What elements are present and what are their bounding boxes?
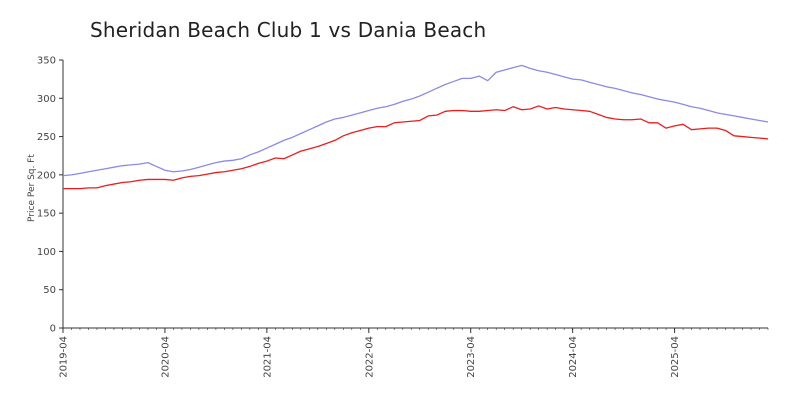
y-tick-label: 200 bbox=[37, 170, 56, 181]
series-line-1 bbox=[62, 64, 769, 177]
y-tick-label: 50 bbox=[43, 285, 56, 296]
y-tick-label: 100 bbox=[37, 247, 56, 258]
chart-title: Sheridan Beach Club 1 vs Dania Beach bbox=[90, 18, 487, 42]
y-tick-label: 250 bbox=[37, 132, 56, 143]
x-tick-label: 2019-04 bbox=[59, 336, 70, 378]
x-tick-label: 2025-04 bbox=[670, 336, 681, 378]
x-axis: 2019-04 2020-04 2021-04 2022-04 2023-04 2024-… bbox=[59, 327, 769, 378]
series-line-2 bbox=[63, 105, 769, 190]
x-tick-label: 2024-04 bbox=[568, 336, 579, 378]
y-axis-label: Price Per Sq. Ft bbox=[27, 154, 37, 222]
x-tick-label: 2022-04 bbox=[364, 336, 375, 378]
x-tick-label: 2023-04 bbox=[466, 336, 477, 378]
x-tick-label: 2021-04 bbox=[262, 336, 273, 378]
series-lines bbox=[62, 64, 769, 190]
y-tick-label: 300 bbox=[37, 94, 56, 105]
y-axis: 0 50 100 150 200 250 300 350 bbox=[37, 56, 64, 335]
y-tick-label: 150 bbox=[37, 209, 56, 220]
y-tick-label: 350 bbox=[37, 56, 56, 67]
x-tick-label: 2020-04 bbox=[160, 336, 171, 378]
y-tick-label: 0 bbox=[50, 324, 56, 335]
